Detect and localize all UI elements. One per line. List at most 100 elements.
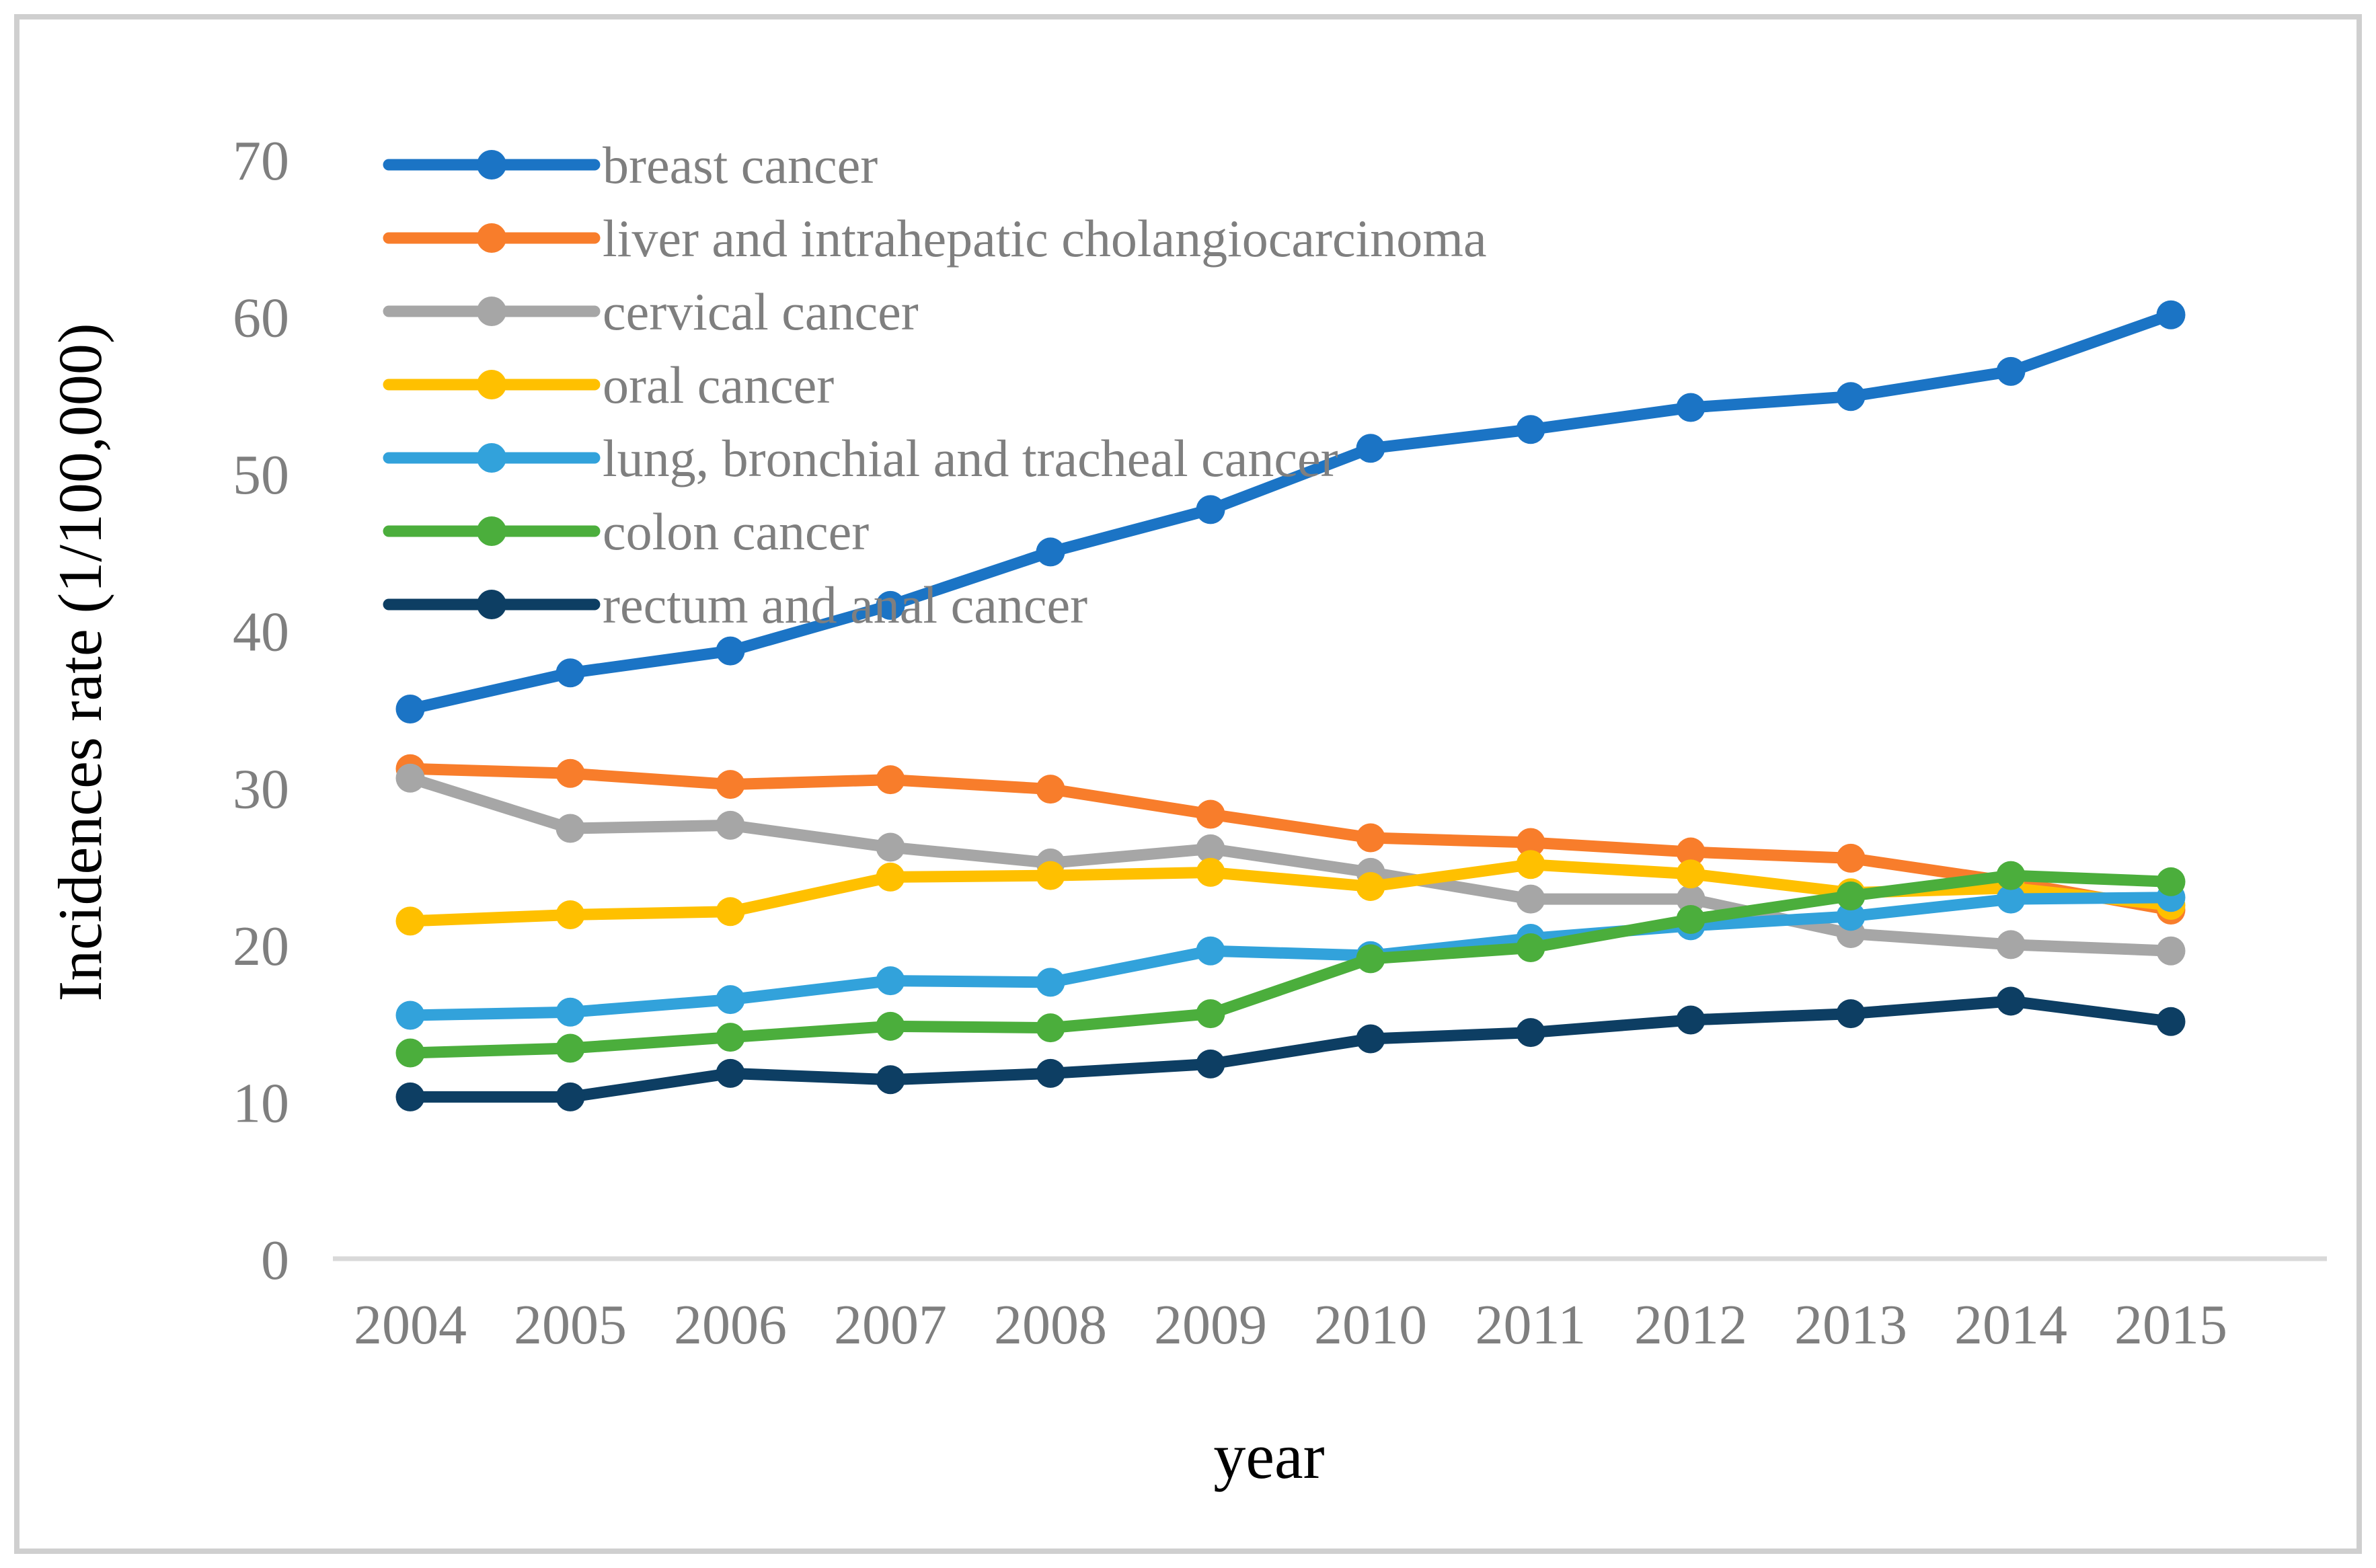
y-tick-label: 60 [233,287,289,350]
data-point [1036,861,1065,890]
y-tick-label: 70 [233,130,289,192]
legend-marker-dot [477,516,506,546]
series-line [404,892,2177,1021]
data-point [395,906,425,936]
data-point [1676,904,1706,934]
data-point [876,590,905,620]
data-point [2156,936,2186,966]
data-point [876,862,905,892]
data-point [555,758,585,788]
data-point [2156,300,2186,329]
y-tick-label: 30 [233,758,289,820]
data-point [1676,859,1706,889]
x-tick-label: 2009 [1154,1294,1267,1356]
data-point [1516,850,1545,879]
legend-label: liver and intrahepatic cholangiocarcinom… [603,209,1487,268]
data-point [1996,986,2026,1016]
data-point [716,810,745,840]
x-tick-label: 2012 [1634,1294,1747,1356]
data-point [1356,1024,1385,1054]
data-point [555,658,585,688]
data-point [1196,495,1225,524]
data-point [395,1001,425,1030]
data-point [1196,857,1225,887]
x-tick-label: 2015 [2114,1294,2227,1356]
data-point [1996,861,2026,890]
data-point [1996,356,2026,386]
data-point [2156,1007,2186,1036]
data-point [716,636,745,666]
data-point [716,985,745,1015]
data-point [1196,799,1225,829]
series-line [404,762,2177,916]
data-point [716,1023,745,1052]
data-point [1356,871,1385,901]
data-point [1356,823,1385,853]
data-point [1196,999,1225,1029]
data-point [1036,1013,1065,1043]
data-point [1516,828,1545,857]
data-point [555,997,585,1027]
data-point [1676,1005,1706,1035]
data-point [395,1038,425,1068]
data-point [1836,902,1866,931]
data-point [1036,968,1065,997]
data-point [1516,415,1545,444]
data-point [1196,834,1225,863]
data-point [876,1065,905,1095]
legend-marker-dot [477,370,506,399]
data-point [716,1058,745,1088]
x-tick-label: 2008 [994,1294,1107,1356]
data-point [1836,843,1866,873]
data-point [395,695,425,724]
data-point [1196,936,1225,966]
data-point [716,770,745,799]
data-point [555,814,585,843]
data-point [555,1033,585,1063]
series-line [404,309,2177,715]
data-point [1836,382,1866,411]
legend-label: rectum and anal cancer [603,576,1087,634]
y-tick-label: 0 [261,1229,289,1292]
series-line [404,995,2177,1103]
data-point [555,1082,585,1111]
data-point [716,897,745,927]
data-point [876,765,905,795]
data-point [876,832,905,862]
data-point [1996,884,2026,914]
y-tick-label: 50 [233,444,289,506]
data-point [395,763,425,793]
legend-label: colon cancer [603,502,869,561]
x-tick-label: 2013 [1794,1294,1907,1356]
series-line [404,869,2177,1059]
y-tick-label: 20 [233,915,289,978]
x-tick-label: 2004 [354,1294,467,1356]
data-point [1676,837,1706,867]
x-tick-label: 2011 [1476,1294,1586,1356]
data-point [395,1082,425,1111]
y-tick-label: 10 [233,1072,289,1134]
data-point [1516,884,1545,914]
data-point [555,900,585,929]
data-point [1836,881,1866,910]
data-point [1516,933,1545,963]
data-point [1836,999,1866,1029]
legend-marker-dot [477,223,506,253]
x-tick-label: 2006 [674,1294,787,1356]
data-point [1996,930,2026,959]
x-tick-label: 2014 [1954,1294,2067,1356]
x-axis-title: year [1213,1420,1324,1492]
data-point [1036,775,1065,804]
data-point [1356,944,1385,974]
data-point [1036,1058,1065,1088]
legend-label: cervical cancer [603,282,919,341]
data-point [1196,1049,1225,1079]
legend-marker-dot [477,150,506,180]
figure-border [14,14,2362,1554]
y-tick-label: 40 [233,601,289,664]
data-point [1516,1018,1545,1048]
data-point [1036,537,1065,567]
legend-marker-dot [477,297,506,326]
